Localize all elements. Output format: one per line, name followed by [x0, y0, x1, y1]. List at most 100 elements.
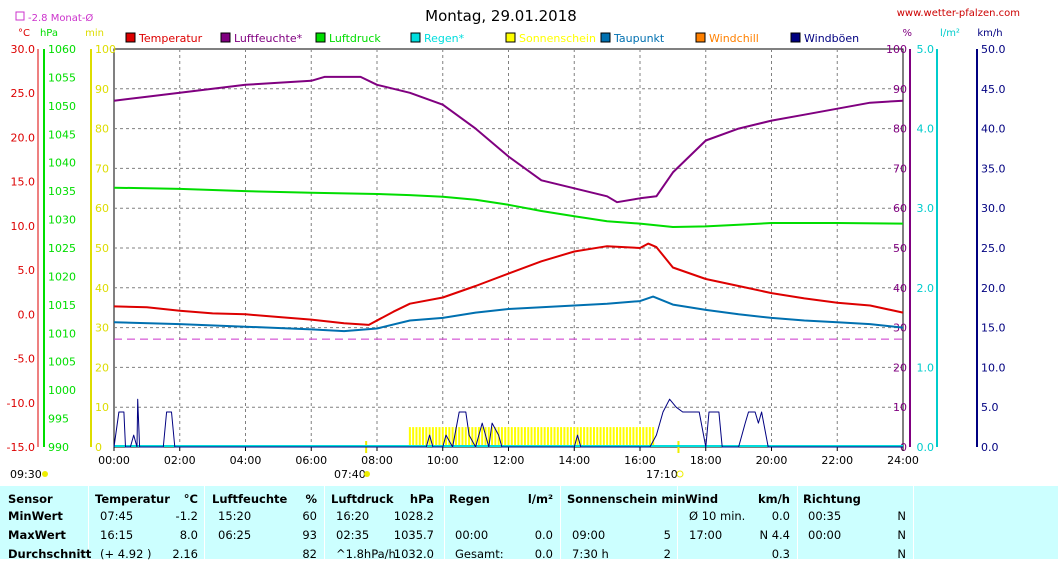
wind-tick-label: 5.0: [981, 401, 999, 414]
sunshine-value-cell: 2: [663, 547, 671, 561]
wind-tick-label: 50.0: [981, 43, 1006, 56]
humidity-time-cell: 15:20: [218, 509, 252, 523]
start-time-label: 09:30: [10, 468, 42, 481]
wind-tick-label: 0.0: [981, 441, 999, 454]
table-separator: [444, 486, 445, 559]
table-separator: [88, 486, 89, 559]
humidity-value-cell: 93: [302, 528, 317, 542]
x-tick-label: 14:00: [558, 454, 590, 467]
wind-tick-label: 45.0: [981, 83, 1006, 96]
legend-label-gusts: Windböen: [804, 32, 859, 45]
dewpoint-series-line: [113, 295, 904, 333]
x-tick-label: 24:00: [887, 454, 919, 467]
legend-label-dewpoint: Taupunkt: [613, 32, 665, 45]
header-temperature: Temperatur: [95, 492, 170, 506]
x-tick-label: 08:00: [361, 454, 393, 467]
row-label: MinWert: [8, 509, 63, 523]
wind-tick-label: 40.0: [981, 123, 1006, 136]
humidity-value-cell: 60: [302, 509, 317, 523]
table-separator: [560, 486, 561, 559]
temp-value-cell: 8.0: [179, 528, 198, 542]
temperature-tick-label: 20.0: [11, 131, 36, 144]
wind-tick-label: 25.0: [981, 242, 1006, 255]
wind-time-cell: 17:00: [689, 528, 723, 542]
minutes-tick-label: 60: [95, 202, 109, 215]
legend-label-pressure: Luftdruck: [329, 32, 381, 45]
rain-tick-label: 4.0: [917, 123, 935, 136]
minutes-tick-label: 50: [95, 242, 109, 255]
temp-time-cell: 07:45: [100, 509, 134, 523]
minutes-tick-label: 10: [95, 401, 109, 414]
temp-value-cell: 2.16: [172, 547, 198, 561]
temp-value-cell: -1.2: [175, 509, 198, 523]
header-humidity-unit: %: [305, 492, 317, 506]
legend-swatch-dewpoint: [600, 32, 611, 43]
minutes-tick-label: 90: [95, 83, 109, 96]
legend-label-sunshine: Sonnenschein: [519, 32, 596, 45]
wind-unit-label: km/h: [977, 28, 1002, 39]
pressure-tick-label: 1055: [48, 71, 76, 84]
pressure-time-cell: 16:20: [336, 509, 370, 523]
pressure-tick-label: 1000: [48, 384, 76, 397]
x-tick-label: 12:00: [493, 454, 525, 467]
pressure-tick-label: 1030: [48, 214, 76, 227]
direction-time-cell: 00:00: [808, 528, 842, 542]
humidity-tick-label: 100: [886, 43, 907, 56]
x-tick-label: 06:00: [295, 454, 327, 467]
temp-time-cell: 16:15: [100, 528, 134, 542]
humidity-tick-label: 20: [893, 361, 907, 374]
rain-value-cell: 0.0: [534, 547, 553, 561]
header-pressure: Luftdruck: [331, 492, 394, 506]
table-separator: [677, 486, 678, 559]
rain-tick-label: 1.0: [917, 361, 935, 374]
rain-tick-label: 3.0: [917, 202, 935, 215]
direction-value-cell: N: [897, 547, 906, 561]
wind-tick-label: 35.0: [981, 162, 1006, 175]
pressure-tick-label: 1015: [48, 299, 76, 312]
header-wind: Wind: [685, 492, 719, 506]
pressure-series-line: [113, 186, 904, 228]
humidity-time-cell: 06:25: [218, 528, 252, 542]
legend-swatch-sunshine: [505, 32, 516, 43]
header-direction: Richtung: [803, 492, 861, 506]
minutes-tick-label: 40: [95, 282, 109, 295]
temperature-series-line: [113, 242, 904, 326]
header-sensor: Sensor: [8, 492, 53, 506]
header-rain-unit: l/m²: [527, 492, 553, 506]
pressure-tick-label: 1020: [48, 270, 76, 283]
sunrise-sun-icon: [364, 471, 370, 477]
x-tick-label: 18:00: [690, 454, 722, 467]
x-tick-label: 02:00: [164, 454, 196, 467]
humidity-tick-label: 10: [893, 401, 907, 414]
pressure-tick-label: 1050: [48, 100, 76, 113]
sunshine-time-cell: 7:30 h: [572, 547, 609, 561]
chart-title: Montag, 29.01.2018: [425, 7, 577, 25]
temperature-tick-label: 25.0: [11, 87, 36, 100]
temp-unit-label: °C: [18, 28, 30, 39]
pressure-value-cell: 1028.2: [393, 509, 434, 523]
legend-label-humidity: Luftfeuchte*: [234, 32, 303, 45]
pressure-tick-label: 1035: [48, 185, 76, 198]
start-sun-icon: [42, 471, 48, 477]
temperature-tick-label: -15.0: [7, 441, 35, 454]
temperature-tick-label: -10.0: [7, 397, 35, 410]
wind-time-cell: Ø 10 min.: [689, 509, 746, 523]
direction-value-cell: N: [897, 528, 906, 542]
row-label: Durchschnitt: [8, 547, 92, 561]
temperature-tick-label: 5.0: [18, 264, 36, 277]
weather-chart: Montag, 29.01.2018 www.wetter-pfalzen.com…: [7, 7, 1020, 481]
temperature-tick-label: 15.0: [11, 176, 36, 189]
table-separator: [913, 486, 914, 559]
direction-value-cell: N: [897, 509, 906, 523]
minutes-tick-label: 20: [95, 361, 109, 374]
rain-time-cell: 00:00: [455, 528, 489, 542]
header-temperature-unit: °C: [183, 492, 198, 506]
pressure-tick-label: 1040: [48, 157, 76, 170]
rain-tick-label: 0.0: [917, 441, 935, 454]
site-url: www.wetter-pfalzen.com: [897, 8, 1020, 19]
temperature-tick-label: 30.0: [11, 43, 36, 56]
pressure-time-cell: ^1.8hPa/h: [336, 547, 396, 561]
wind-value-cell: 0.3: [771, 547, 790, 561]
minutes-tick-label: 0: [95, 441, 102, 454]
table-separator: [324, 486, 325, 559]
